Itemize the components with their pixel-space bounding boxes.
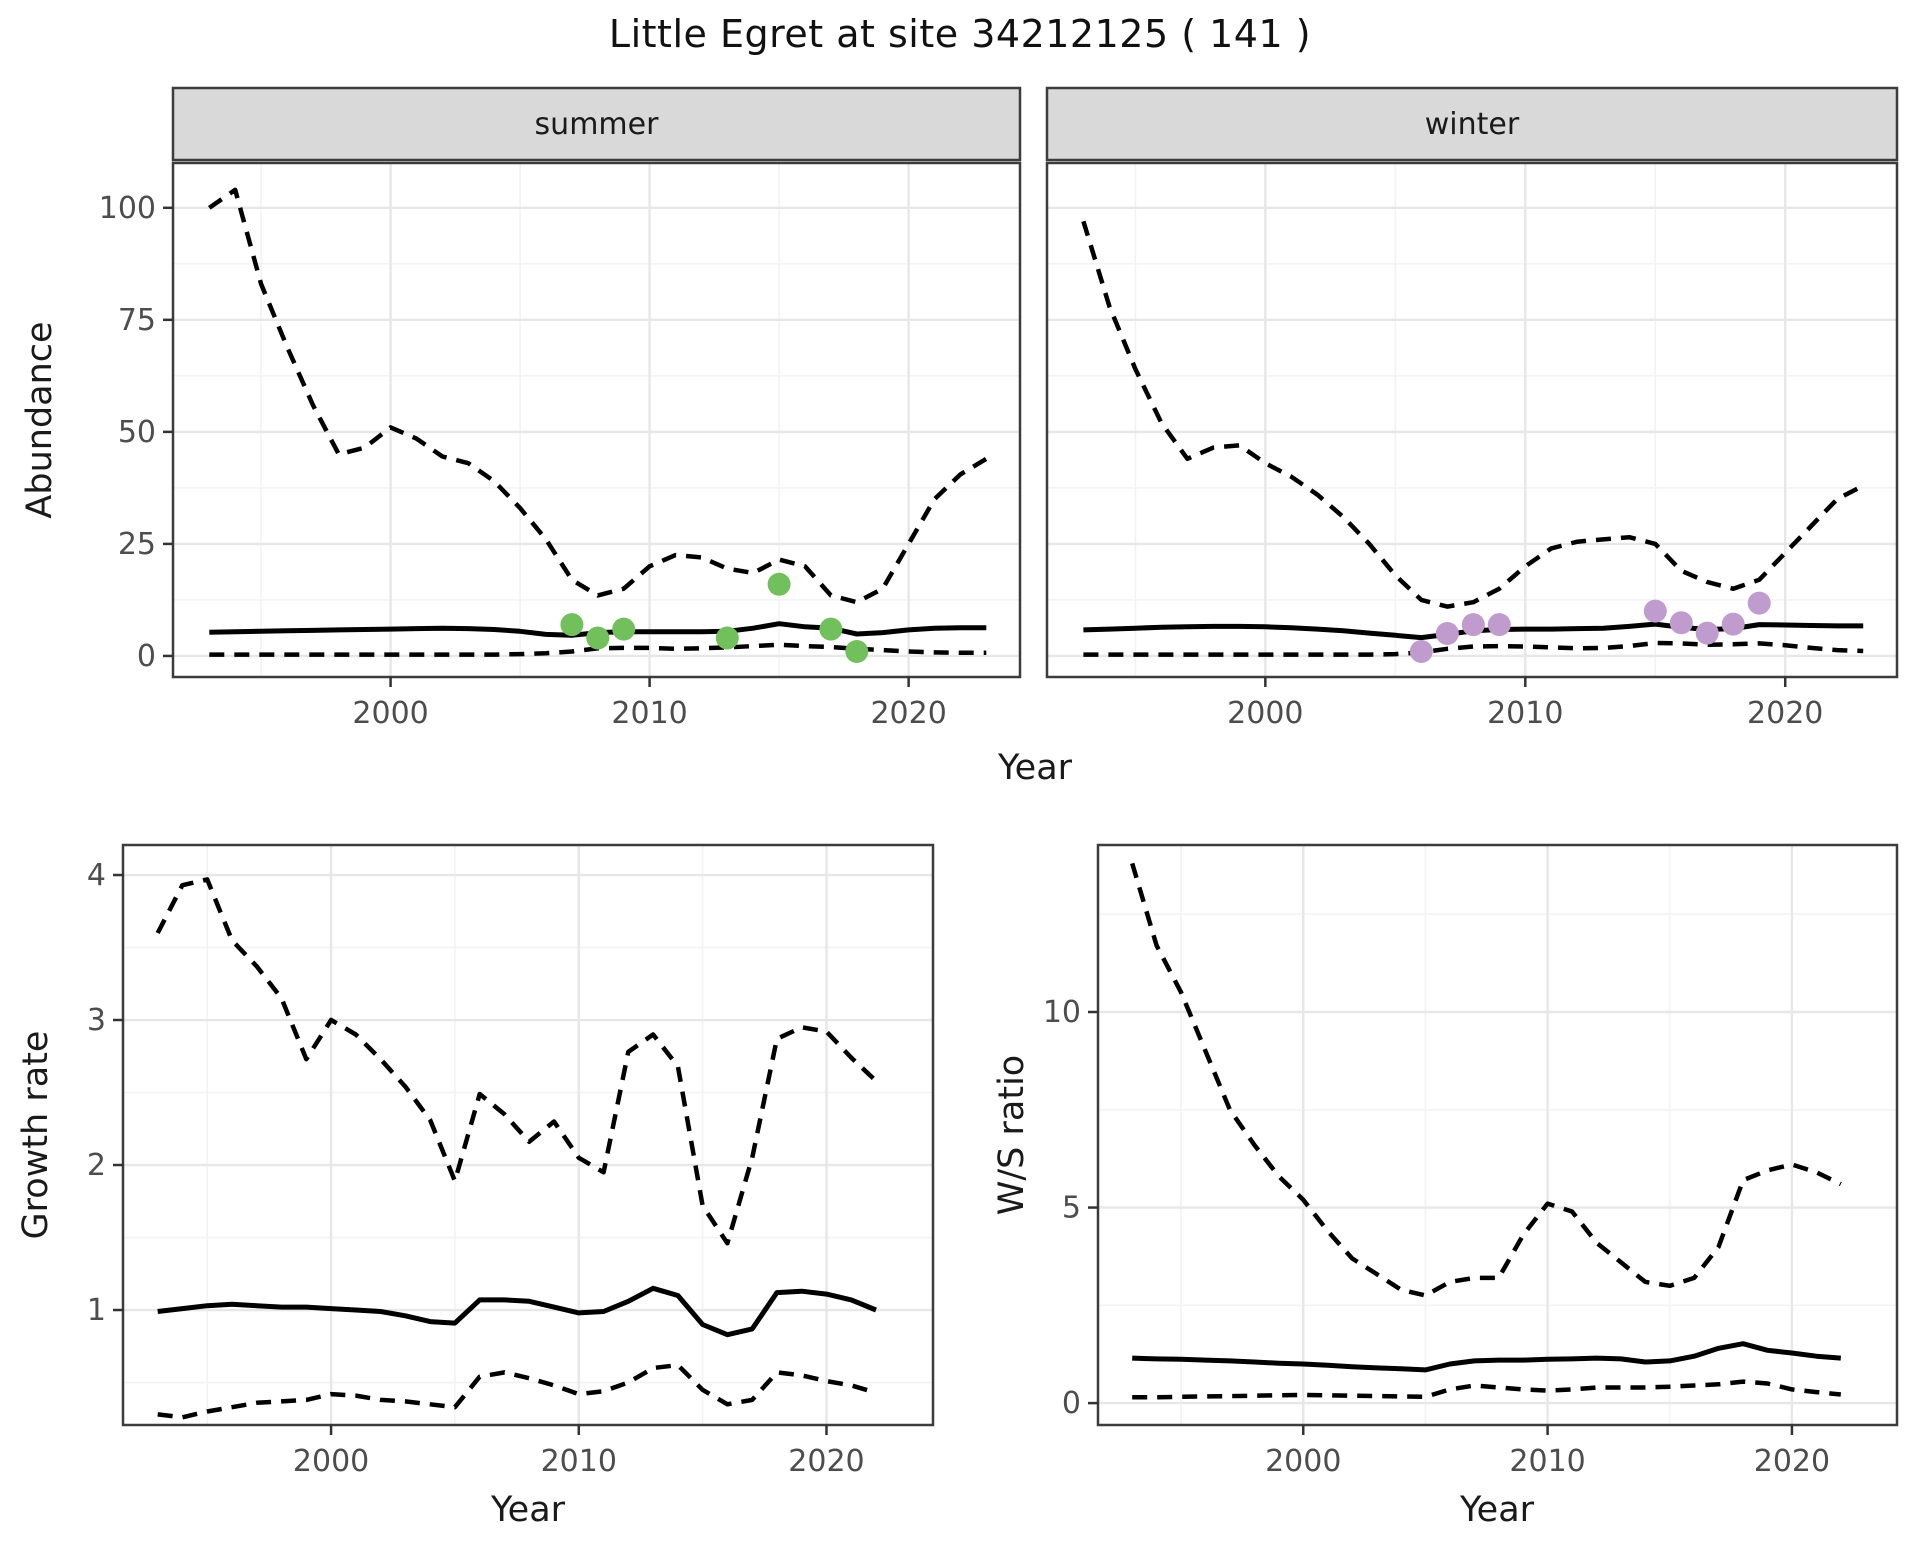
x-axis-title-year-ws: Year <box>1459 1490 1535 1530</box>
x-tick-label: 2010 <box>611 696 687 731</box>
x-tick-label: 2010 <box>1509 1444 1585 1479</box>
observed-summer-counts-point <box>560 613 584 637</box>
x-tick-label: 2020 <box>870 696 946 731</box>
plot-title: Little Egret at site 34212125 ( 141 ) <box>608 12 1312 56</box>
facet-strip <box>171 86 1022 162</box>
upper-95ci-line <box>208 187 988 605</box>
observed-winter-counts-point <box>1409 640 1433 663</box>
y-tick-label: 4 <box>87 858 106 893</box>
observed-winter-counts-point <box>1747 591 1771 615</box>
x-tick-label: 2000 <box>293 1444 369 1479</box>
x-axis-title-year-growth: Year <box>490 1490 566 1530</box>
y-tick-label: 0 <box>1062 1386 1081 1421</box>
facet-strip-label-summer: summer <box>534 107 659 142</box>
x-tick-label: 2010 <box>541 1444 617 1479</box>
y-axis-title-growth-rate: Growth rate <box>16 1030 56 1240</box>
observed-summer-counts-point <box>715 626 739 650</box>
panel-background <box>123 845 933 1425</box>
observed-winter-counts-point <box>1435 622 1459 645</box>
y-tick-label: 3 <box>87 1003 106 1038</box>
panel-border <box>1045 161 1899 679</box>
observed-winter-counts-point <box>1487 613 1511 637</box>
panel-growth-rate: 2000 2010 2020 1 2 3 4 <box>87 843 935 1479</box>
x-tick-label: 2020 <box>788 1444 864 1479</box>
panel-ws-ratio: 2000 2010 2020 0 5 10 <box>1043 843 1899 1479</box>
median-line <box>157 1285 877 1338</box>
upper-95ci-line <box>1130 862 1842 1298</box>
panel-border <box>171 161 1022 679</box>
observed-summer-counts-point <box>767 572 791 596</box>
panel-background <box>1047 163 1897 677</box>
panel-background <box>173 163 1020 677</box>
lower-95ci-line <box>157 1362 877 1420</box>
y-tick-label: 0 <box>137 639 156 674</box>
y-tick-label: 50 <box>118 415 156 450</box>
observed-winter-counts-point <box>1721 612 1745 636</box>
y-tick-label: 75 <box>118 303 156 338</box>
y-tick-label: 2 <box>87 1148 106 1183</box>
panel-abundance-summer: 2000 2010 2020 0 25 50 75 100 <box>99 86 1022 731</box>
y-tick-label: 25 <box>118 527 156 562</box>
x-tick-label: 2020 <box>1754 1444 1830 1479</box>
observed-summer-counts-point <box>586 626 610 650</box>
panel-border <box>121 843 935 1427</box>
observed-winter-counts-point <box>1461 613 1485 637</box>
lower-95ci-line <box>1132 1379 1842 1400</box>
facet-strip <box>1045 86 1899 162</box>
panel-border <box>1096 843 1899 1427</box>
observed-winter-counts-point <box>1643 599 1667 623</box>
x-tick-label: 2010 <box>1487 696 1563 731</box>
panel-background <box>1098 845 1897 1425</box>
y-axis-title-ws-ratio: W/S ratio <box>992 1054 1032 1216</box>
x-tick-label: 2000 <box>1265 1444 1341 1479</box>
y-tick-label: 1 <box>87 1293 106 1328</box>
panel-abundance-winter: 2000 2010 2020 <box>1045 86 1899 731</box>
y-tick-label: 10 <box>1043 995 1081 1030</box>
x-tick-label: 2020 <box>1747 696 1823 731</box>
observed-summer-counts-point <box>612 617 636 641</box>
x-tick-label: 2000 <box>352 696 428 731</box>
y-tick-label: 100 <box>99 191 156 226</box>
upper-95ci-line <box>155 877 878 1246</box>
y-axis-title-abundance: Abundance <box>20 321 60 519</box>
observed-summer-counts-point <box>819 617 843 641</box>
observed-winter-counts-point <box>1695 621 1719 645</box>
observed-summer-counts-point <box>845 640 869 663</box>
median-line <box>1132 1341 1841 1373</box>
y-tick-label: 5 <box>1062 1191 1081 1226</box>
lower-95ci-line <box>1083 640 1864 657</box>
x-axis-title-year-top: Year <box>997 748 1073 788</box>
facet-strip-label-winter: winter <box>1424 107 1520 142</box>
x-tick-label: 2000 <box>1227 696 1303 731</box>
observed-winter-counts-point <box>1669 611 1693 635</box>
upper-95ci-line <box>1081 220 1865 609</box>
